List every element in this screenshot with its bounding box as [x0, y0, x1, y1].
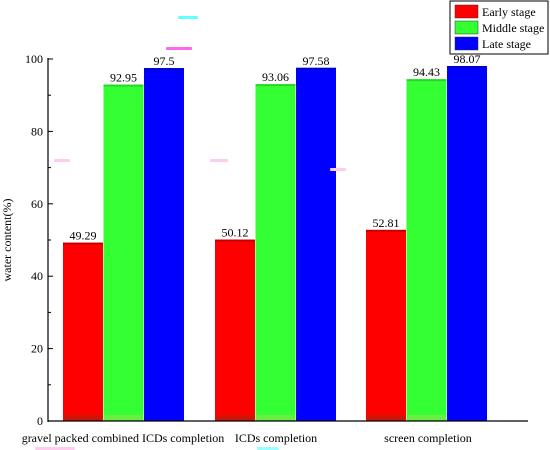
decorative-artifact [257, 447, 279, 450]
bar-top-edge [406, 79, 447, 82]
data-label: 97.5 [154, 54, 175, 68]
decorative-artifact [166, 47, 192, 50]
y-tick-label: 20 [31, 342, 43, 356]
bar-base-shade [216, 415, 254, 420]
legend-label: Middle stage [482, 21, 544, 35]
bar-late-stage [447, 65, 487, 421]
data-labels-layer: 49.29 92.95 97.5 50.12 93.06 97.58 52.81 94.43 9… [70, 52, 481, 243]
y-tick-label: 60 [31, 197, 43, 211]
data-label: 49.29 [70, 229, 97, 243]
data-label: 97.58 [303, 54, 330, 68]
bar-base-shade [367, 415, 405, 420]
bar-top-edge [144, 68, 184, 71]
bar-top-edge [63, 242, 103, 245]
legend-swatch [454, 36, 479, 51]
bar-early-stage [215, 239, 255, 421]
legend-label: Late stage [482, 37, 531, 51]
bar-top-edge [255, 84, 296, 87]
data-label: 52.81 [373, 216, 400, 230]
axes-layer: 0 20 40 60 80 100 gravel packed combined ICDs … [22, 52, 528, 445]
bar-top-edge [103, 84, 144, 87]
y-axis-title: water content(%) [0, 199, 14, 282]
data-label: 50.12 [222, 226, 249, 240]
decorative-artifact [54, 159, 70, 162]
decorative-artifact [178, 16, 198, 19]
bar-middle-stage [406, 79, 447, 422]
legend-label: Early stage [482, 5, 536, 19]
bar-early-stage [63, 242, 103, 421]
decorative-artifact [35, 447, 75, 450]
bar-middle-stage [103, 84, 144, 422]
bar-late-stage [296, 67, 336, 421]
x-tick-label: ICDs completion [235, 431, 317, 445]
bar-base-shade [104, 415, 143, 420]
decorative-artifact [210, 159, 228, 162]
legend-swatch [454, 4, 479, 19]
bar-base-shade [256, 415, 295, 420]
bars-layer [63, 65, 487, 422]
y-tick-label: 80 [31, 124, 43, 138]
bar-top-edge [215, 239, 255, 242]
data-label: 92.95 [110, 71, 137, 85]
y-tick-label: 0 [37, 414, 43, 428]
bar-base-shade [64, 415, 102, 420]
x-tick-label: gravel packed combined ICDs completion [22, 431, 225, 445]
bar-early-stage [366, 229, 406, 421]
x-tick-label: screen completion [384, 431, 472, 445]
bar-top-edge [447, 65, 487, 68]
bar-middle-stage [255, 84, 296, 421]
data-label: 93.06 [262, 70, 289, 84]
bar-top-edge [296, 67, 336, 70]
data-label: 98.07 [454, 52, 481, 66]
decorative-artifact [330, 168, 346, 171]
legend: Early stage Middle stage Late stage [449, 0, 549, 55]
y-tick-label: 40 [31, 269, 43, 283]
bar-late-stage [144, 68, 184, 422]
data-label: 94.43 [413, 65, 440, 79]
legend-swatch [454, 20, 479, 35]
y-tick-label: 100 [25, 52, 43, 66]
bar-base-shade [407, 415, 446, 420]
bar-top-edge [366, 229, 406, 232]
